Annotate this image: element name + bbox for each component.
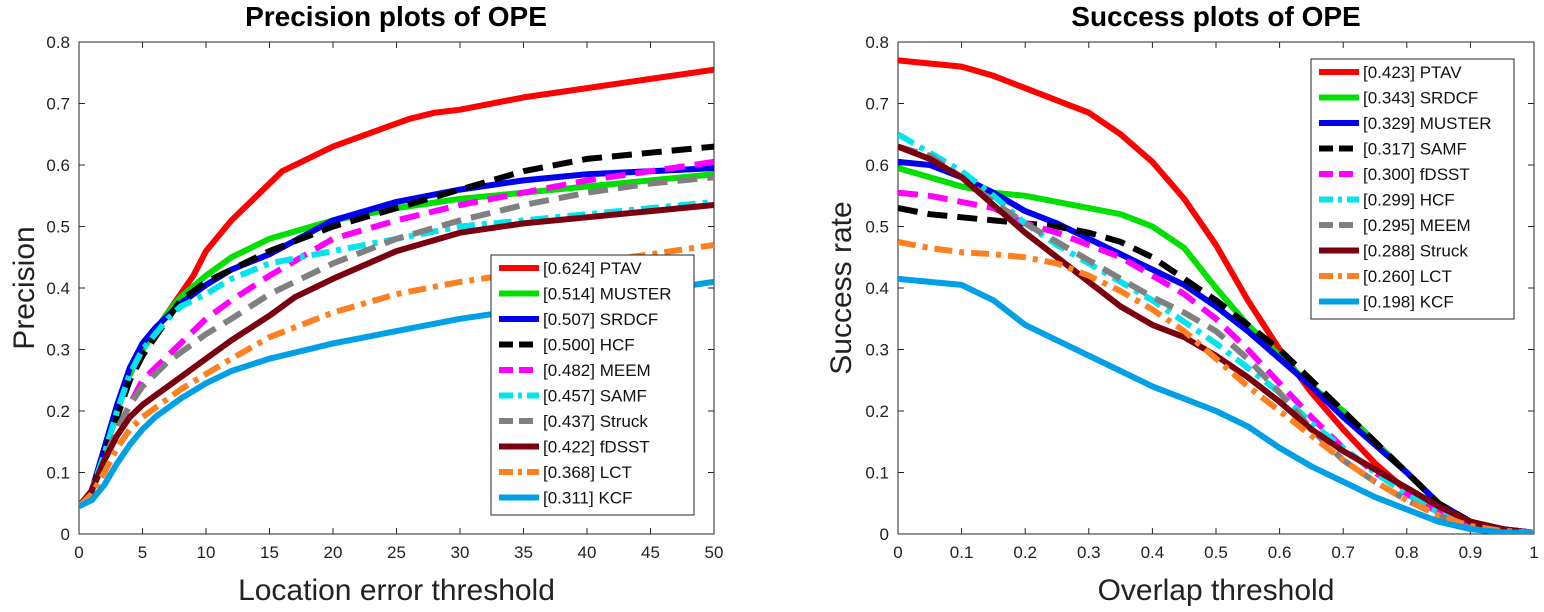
x-axis-label: Overlap threshold (1098, 574, 1335, 607)
legend-label-samf: [0.317] SAMF (1363, 140, 1467, 159)
legend-label-fdsst: [0.300] fDSST (1363, 165, 1470, 184)
y-axis-label: Success rate (825, 201, 858, 374)
series-line-fdsst (79, 202, 714, 509)
legend-box (490, 254, 695, 516)
x-tick-label: 45 (641, 543, 660, 562)
legend-label-lct: [0.260] LCT (1363, 267, 1452, 286)
x-tick-label: 25 (387, 543, 406, 562)
chart-title: Precision plots of OPE (245, 1, 547, 32)
chart-title: Success plots of OPE (1071, 1, 1360, 32)
y-tick-label: 0.5 (865, 218, 889, 237)
y-tick-label: 0.6 (865, 156, 889, 175)
y-tick-label: 0.4 (46, 279, 70, 298)
success-plot-panel: 0 0.1 0.2 0.3 0.4 0.5 0.6 0.7 0.8 0.9 1 0 0.1 0.2 0.3 0… (825, 1, 1539, 607)
x-tick-label: 0.5 (1204, 543, 1228, 562)
series-line-hcf (898, 131, 1534, 534)
x-tick-label: 30 (451, 543, 470, 562)
legend-label-srdcf: [0.343] SRDCF (1363, 89, 1478, 108)
x-tick-label: 0 (893, 543, 902, 562)
legend-label-muster: [0.329] MUSTER (1363, 114, 1492, 133)
legend-label-fdsst: [0.422] fDSST (543, 438, 650, 457)
y-tick-label: 0.6 (46, 156, 70, 175)
x-tick-label: 1 (1529, 543, 1538, 562)
x-tick-label: 0.9 (1459, 543, 1483, 562)
y-tick-label: 0.7 (46, 95, 70, 114)
x-tick-label: 0.6 (1268, 543, 1292, 562)
series-line-srdcf (79, 165, 714, 509)
x-tick-label: 50 (705, 543, 724, 562)
series-line-kcf (898, 275, 1534, 534)
y-tick-label: 0.4 (865, 279, 889, 298)
legend-label-muster: [0.514] MUSTER (543, 285, 672, 304)
x-tick-label: 20 (324, 543, 343, 562)
legend-label-lct: [0.368] LCT (543, 463, 632, 482)
y-tick-label: 0.7 (865, 95, 889, 114)
series-line-hcf (79, 143, 714, 509)
y-tick-label: 0.3 (46, 341, 70, 360)
legend: [0.423] PTAV [0.343] SRDCF [0.329] MUSTER [… (1310, 58, 1515, 320)
legend-label-kcf: [0.198] KCF (1363, 293, 1454, 312)
x-tick-label: 40 (578, 543, 597, 562)
y-tick-label: 0.8 (46, 33, 70, 52)
y-tick-label: 0.3 (865, 341, 889, 360)
series-line-struck (79, 174, 714, 509)
legend-label-meem: [0.482] MEEM (543, 361, 651, 380)
x-tick-label: 0.4 (1141, 543, 1165, 562)
legend-label-struck: [0.288] Struck (1363, 242, 1468, 261)
x-tick-label: 5 (138, 543, 147, 562)
y-tick-label: 0 (880, 525, 889, 544)
legend-label-ptav: [0.624] PTAV (543, 259, 642, 278)
series-line-muster (898, 158, 1534, 534)
y-tick-label: 0.8 (865, 33, 889, 52)
legend-label-kcf: [0.311] KCF (543, 489, 632, 508)
x-tick-label: 0.1 (950, 543, 974, 562)
x-tick-label: 0.2 (1013, 543, 1037, 562)
series-line-lct (898, 238, 1534, 534)
legend-label-ptav: [0.423] PTAV (1363, 63, 1462, 82)
x-tick-label: 10 (197, 543, 216, 562)
x-tick-label: 0.8 (1395, 543, 1419, 562)
x-tick-label: 15 (260, 543, 279, 562)
x-axis-label: Location error threshold (238, 574, 555, 607)
x-tick-label: 0.7 (1331, 543, 1355, 562)
y-tick-label: 0.1 (46, 464, 70, 483)
legend-box (1310, 58, 1515, 320)
y-tick-label: 0 (61, 525, 70, 544)
y-tick-label: 0.2 (46, 402, 70, 421)
y-tick-label: 0.2 (865, 402, 889, 421)
legend-label-hcf: [0.299] HCF (1363, 191, 1455, 210)
legend-label-srdcf: [0.507] SRDCF (543, 310, 658, 329)
x-tick-label: 0 (74, 543, 83, 562)
legend-label-struck: [0.437] Struck (543, 412, 648, 431)
legend-label-samf: [0.457] SAMF (543, 387, 647, 406)
x-tick-label: 0.3 (1077, 543, 1101, 562)
series-line-meem (79, 158, 714, 509)
legend-label-hcf: [0.500] HCF (543, 336, 635, 355)
legend: [0.624] PTAV [0.514] MUSTER [0.507] SRDCF [… (490, 254, 695, 516)
series-line-samf (898, 205, 1534, 534)
series-lines (898, 57, 1534, 534)
y-axis-label: Precision (8, 226, 41, 349)
y-tick-label: 0.5 (46, 218, 70, 237)
y-tick-label: 0.1 (865, 464, 889, 483)
legend-label-meem: [0.295] MEEM (1363, 216, 1471, 235)
x-tick-label: 35 (514, 543, 533, 562)
precision-plot-panel: 0 5 10 15 20 25 30 35 40 45 50 0 0.1 0.2 0.3 0.4 0.5 0.6 0… (8, 1, 723, 607)
